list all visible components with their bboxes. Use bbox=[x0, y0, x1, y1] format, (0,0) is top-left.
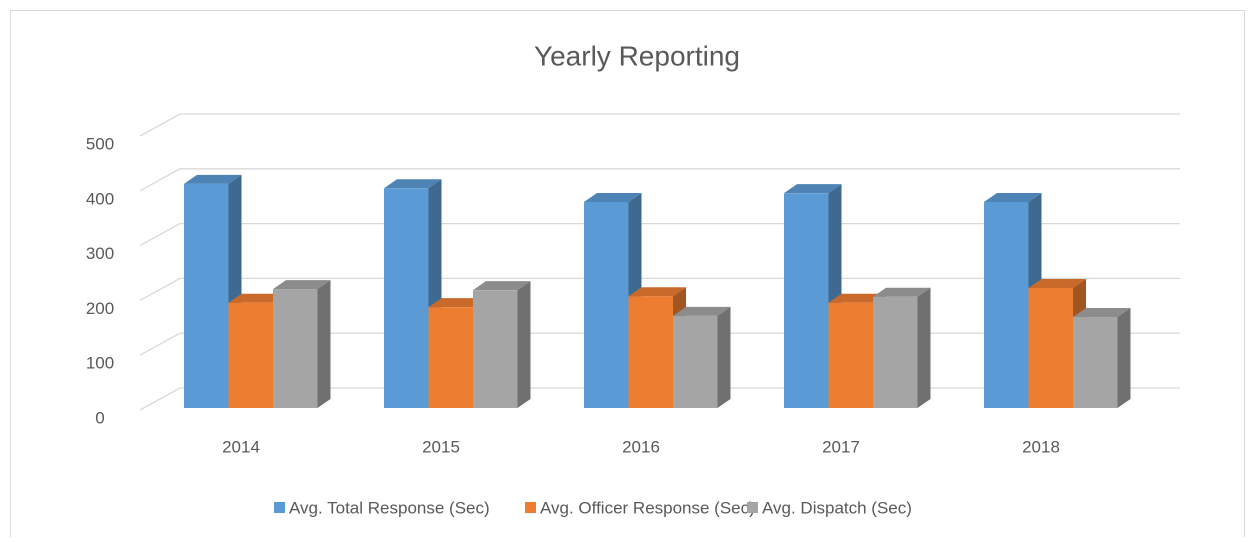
legend-swatch bbox=[274, 502, 285, 513]
bar-top bbox=[384, 179, 442, 189]
bar-side bbox=[717, 306, 731, 408]
bar bbox=[228, 302, 273, 408]
bar-top bbox=[228, 293, 286, 303]
bar-top bbox=[984, 192, 1042, 202]
legend-label: Avg. Officer Response (Sec) bbox=[540, 498, 755, 517]
bar-side bbox=[917, 287, 931, 408]
bar-top bbox=[1028, 278, 1086, 288]
bar-top bbox=[628, 287, 686, 297]
y-tick-label: 200 bbox=[86, 299, 114, 318]
chart-title: Yearly Reporting bbox=[534, 40, 740, 71]
bar bbox=[828, 302, 873, 408]
bar-top bbox=[1073, 308, 1131, 318]
bar-side bbox=[1117, 308, 1131, 408]
bar bbox=[184, 183, 229, 408]
grid-line bbox=[139, 168, 1180, 192]
grid-line bbox=[139, 222, 1180, 247]
y-tick-label: 0 bbox=[95, 408, 104, 427]
bar-top bbox=[428, 298, 486, 308]
grid-line bbox=[139, 277, 1180, 301]
bar-top bbox=[184, 174, 242, 184]
bar bbox=[384, 188, 429, 408]
x-tick-label: 2015 bbox=[422, 437, 460, 456]
bar-top bbox=[273, 280, 331, 290]
bar-top bbox=[673, 306, 731, 316]
legend-label: Avg. Dispatch (Sec) bbox=[762, 498, 912, 517]
bar bbox=[428, 307, 473, 408]
bar bbox=[584, 201, 629, 408]
y-tick-label: 100 bbox=[86, 354, 114, 373]
bar-top bbox=[828, 293, 886, 303]
bar-top bbox=[584, 192, 642, 202]
legend-label: Avg. Total Response (Sec) bbox=[289, 498, 490, 517]
legend-swatch bbox=[525, 502, 536, 513]
bar-side bbox=[317, 280, 331, 408]
legend-swatch bbox=[747, 502, 758, 513]
bar bbox=[1073, 317, 1118, 408]
x-tick-label: 2016 bbox=[622, 437, 660, 456]
bar-top bbox=[473, 281, 531, 291]
bar bbox=[873, 296, 918, 408]
chart-border bbox=[10, 10, 1245, 542]
bar-side bbox=[517, 281, 531, 408]
y-tick-label: 500 bbox=[86, 134, 114, 153]
y-tick-label: 300 bbox=[86, 244, 114, 263]
y-tick-label: 400 bbox=[86, 189, 114, 208]
x-tick-label: 2014 bbox=[222, 437, 260, 456]
bar bbox=[673, 315, 718, 408]
bar bbox=[784, 193, 829, 408]
bar bbox=[473, 290, 518, 408]
bar-top bbox=[784, 184, 842, 194]
bar bbox=[1028, 287, 1073, 408]
bar bbox=[984, 201, 1029, 408]
x-tick-label: 2018 bbox=[1022, 437, 1060, 456]
bar bbox=[628, 296, 673, 408]
x-tick-label: 2017 bbox=[822, 437, 860, 456]
bar-top bbox=[873, 287, 931, 297]
grid-line bbox=[139, 113, 1180, 137]
bar bbox=[273, 289, 318, 408]
